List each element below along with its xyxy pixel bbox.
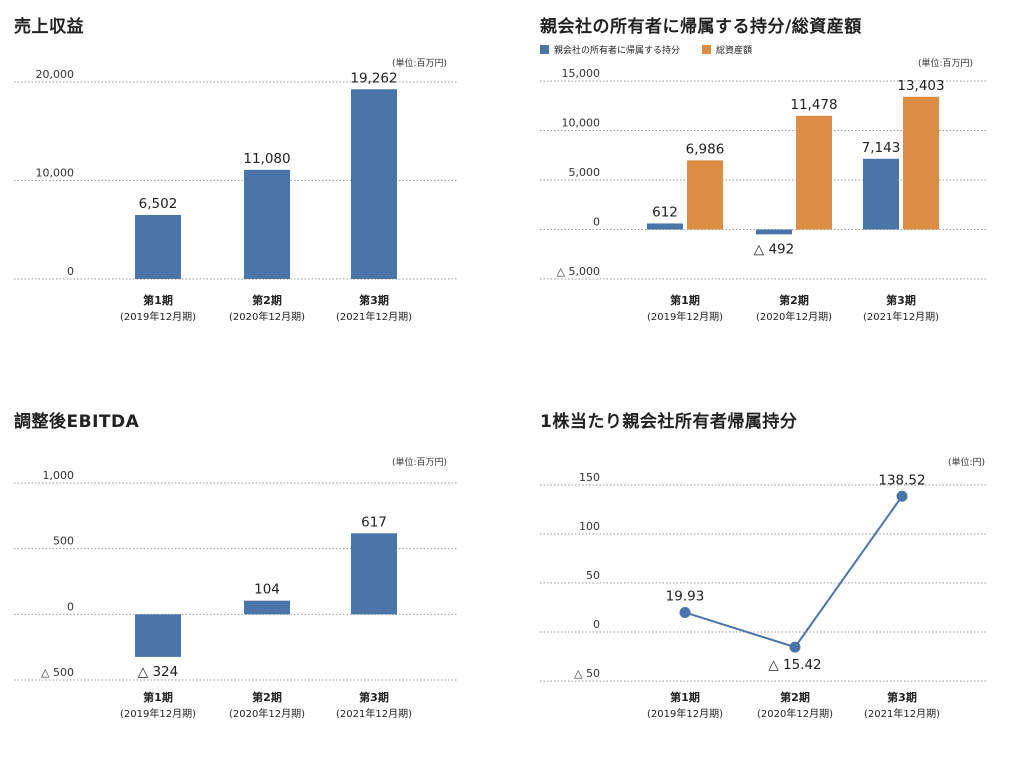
y-tick-label: 0 xyxy=(67,600,74,613)
ebitda-chart: △ 500 0 500 1,000 第1期 (2019年12月期) 第2期 (2020年12月… xyxy=(14,469,458,720)
x-category-sublabel: (2019年12月期) xyxy=(120,310,196,323)
legend-swatch-orange xyxy=(702,45,712,54)
y-tick-label: △ 5,000 xyxy=(557,265,600,278)
x-category-label: 第1期 xyxy=(143,690,173,704)
data-label: △ 492 xyxy=(754,241,794,257)
bar xyxy=(351,533,397,615)
y-tick-label: 0 xyxy=(593,618,600,631)
data-point xyxy=(679,606,691,618)
data-label: 7,143 xyxy=(862,140,901,156)
data-label: 6,986 xyxy=(686,141,725,157)
per-share-unit: (単位:円) xyxy=(948,458,986,468)
bar xyxy=(863,158,899,230)
ebitda-unit: (単位:百万円) xyxy=(392,458,448,468)
data-point xyxy=(789,641,801,653)
revenue-chart: 0 10,000 20,000 第1期 (2019年12月期) 第2期 (2020年12月期… xyxy=(14,68,458,323)
bar xyxy=(687,160,723,230)
series-line xyxy=(684,495,903,649)
y-tick-label: 10,000 xyxy=(36,167,75,180)
y-tick-label: 0 xyxy=(67,265,74,278)
legend-label-assets: 総資産額 xyxy=(716,46,753,56)
revenue-title: 売上収益 xyxy=(14,17,84,37)
data-label: 138.52 xyxy=(878,472,925,488)
x-category-sublabel: (2021年12月期) xyxy=(336,707,412,720)
y-tick-label: 100 xyxy=(579,520,600,533)
x-category-label: 第2期 xyxy=(252,293,282,307)
revenue-unit: (単位:百万円) xyxy=(392,59,448,69)
data-label: △ 15.42 xyxy=(768,657,821,673)
y-tick-label: 0 xyxy=(593,216,600,229)
x-category-sublabel: (2020年12月期) xyxy=(229,707,305,720)
y-tick-label: △ 50 xyxy=(574,667,600,680)
equity-title: 親会社の所有者に帰属する持分/総資産額 xyxy=(540,17,862,37)
legend-item-equity: 親会社の所有者に帰属する持分 xyxy=(540,43,680,56)
bar xyxy=(351,89,397,279)
per-share-panel: 1株当たり親会社所有者帰属持分 (単位:円) △ 50 0 50 100 150 第1期 (… xyxy=(526,395,1024,774)
x-category-label: 第1期 xyxy=(670,690,700,704)
bar xyxy=(135,214,181,279)
x-category-sublabel: (2020年12月期) xyxy=(757,707,833,720)
bar xyxy=(903,96,939,230)
bar xyxy=(135,614,181,657)
revenue-panel: 売上収益 (単位:百万円) 0 10,000 20,000 第1期 (2019年12月期… xyxy=(0,0,512,379)
legend-item-assets: 総資産額 xyxy=(702,43,752,56)
data-label: 104 xyxy=(254,582,280,598)
bar xyxy=(244,169,290,279)
legend-label-equity: 親会社の所有者に帰属する持分 xyxy=(554,46,681,56)
y-tick-label: 1,000 xyxy=(43,469,75,482)
y-tick-label: 5,000 xyxy=(569,166,601,179)
data-label: 612 xyxy=(652,204,678,220)
data-point xyxy=(896,490,908,502)
x-category-sublabel: (2019年12月期) xyxy=(647,310,723,323)
legend-swatch-blue xyxy=(540,45,549,54)
x-category-label: 第1期 xyxy=(670,293,700,307)
data-label: 19,262 xyxy=(350,70,397,86)
data-label: 19.93 xyxy=(666,588,705,604)
y-tick-label: 15,000 xyxy=(562,67,601,80)
y-tick-label: 50 xyxy=(586,569,600,582)
x-category-sublabel: (2019年12月期) xyxy=(647,707,723,720)
x-category-sublabel: (2020年12月期) xyxy=(756,310,832,323)
equity-legend: 親会社の所有者に帰属する持分 総資産額 xyxy=(540,43,774,56)
x-category-label: 第2期 xyxy=(780,690,810,704)
x-category-label: 第2期 xyxy=(779,293,809,307)
x-category-sublabel: (2019年12月期) xyxy=(120,707,196,720)
x-category-label: 第1期 xyxy=(143,293,173,307)
x-category-sublabel: (2021年12月期) xyxy=(863,310,939,323)
y-tick-label: △ 500 xyxy=(41,666,74,679)
bar xyxy=(647,223,683,230)
x-category-label: 第3期 xyxy=(359,690,389,704)
equity-panel: 親会社の所有者に帰属する持分/総資産額 親会社の所有者に帰属する持分 総資産額 … xyxy=(526,0,1024,379)
x-category-label: 第3期 xyxy=(887,690,917,704)
equity-unit: (単位:百万円) xyxy=(918,59,974,69)
ebitda-title: 調整後EBITDA xyxy=(14,412,140,432)
bar xyxy=(796,115,832,230)
y-tick-label: 500 xyxy=(53,535,74,548)
data-label: 11,080 xyxy=(243,151,290,167)
data-label: 617 xyxy=(361,514,387,530)
data-label: 6,502 xyxy=(139,196,178,212)
bar xyxy=(244,600,290,615)
x-category-sublabel: (2020年12月期) xyxy=(229,310,305,323)
equity-chart: △ 5,000 0 5,000 10,000 15,000 第1期 (2019年12月期) 第… xyxy=(540,67,987,323)
x-category-sublabel: (2021年12月期) xyxy=(864,707,940,720)
per-share-title: 1株当たり親会社所有者帰属持分 xyxy=(540,412,798,432)
x-category-label: 第3期 xyxy=(359,293,389,307)
x-category-label: 第2期 xyxy=(252,690,282,704)
per-share-chart: △ 50 0 50 100 150 第1期 (2019年12月期) 第2期 (2020年12月期… xyxy=(540,471,987,720)
data-label: 13,403 xyxy=(897,78,944,94)
data-label: △ 324 xyxy=(138,664,178,680)
y-tick-label: 10,000 xyxy=(562,117,601,130)
x-category-label: 第3期 xyxy=(886,293,916,307)
ebitda-panel: 調整後EBITDA (単位:百万円) △ 500 0 500 1,000 第1期 (201… xyxy=(0,395,512,774)
x-category-sublabel: (2021年12月期) xyxy=(336,310,412,323)
data-label: 11,478 xyxy=(790,97,837,113)
y-tick-label: 150 xyxy=(579,471,600,484)
bar xyxy=(756,229,792,235)
y-tick-label: 20,000 xyxy=(36,68,75,81)
